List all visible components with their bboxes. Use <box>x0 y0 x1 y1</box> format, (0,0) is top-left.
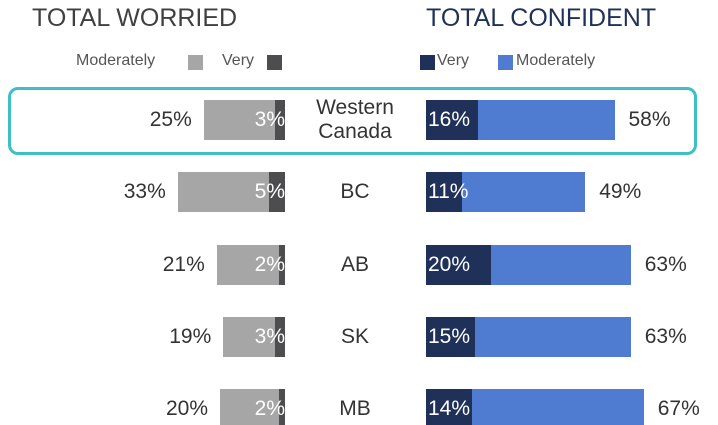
value-label: 14% <box>428 397 471 421</box>
category-label: AB <box>340 252 369 276</box>
legend-swatch <box>267 55 282 70</box>
total-label: 63% <box>644 252 687 276</box>
bar-segment <box>275 316 285 357</box>
bar-segment <box>216 244 279 285</box>
bar-segment <box>203 100 276 140</box>
bar-segment <box>471 389 644 425</box>
value-label: 15% <box>428 324 471 348</box>
bar-segment <box>491 244 631 285</box>
value-label: 5% <box>254 180 285 204</box>
value-label: 2% <box>254 252 285 276</box>
legend-label: Very <box>437 52 470 69</box>
bar-segment <box>426 244 491 285</box>
bar-segment <box>474 316 631 357</box>
bar-segment <box>426 172 462 213</box>
bar-segment <box>278 244 285 285</box>
total-label: 33% <box>123 180 166 204</box>
category-label: MB <box>339 397 371 421</box>
highlight-box <box>8 87 697 155</box>
total-label: 49% <box>599 180 642 204</box>
bar-segment <box>177 172 269 213</box>
bar-segment <box>275 100 285 140</box>
chart-title: TOTAL WORRIED <box>32 4 238 32</box>
total-label: 58% <box>628 108 671 131</box>
legend-label: Moderately <box>76 52 156 69</box>
value-label: 16% <box>428 108 471 131</box>
bar-segment <box>426 389 472 425</box>
category-label: SK <box>340 324 369 348</box>
category-label: Western Canada <box>316 96 394 143</box>
total-label: 19% <box>169 324 212 348</box>
value-label: 20% <box>428 252 471 276</box>
bar-segment <box>223 316 276 357</box>
bar-segment <box>220 389 279 425</box>
total-label: 20% <box>165 397 208 421</box>
value-label: 3% <box>254 324 285 348</box>
bar-segment <box>426 316 475 357</box>
legend-label: Moderately <box>516 52 596 69</box>
chart-title: TOTAL CONFIDENT <box>426 4 657 32</box>
total-label: 63% <box>644 324 687 348</box>
total-label: 25% <box>149 108 192 131</box>
value-label: 11% <box>428 180 469 204</box>
legend-swatch <box>498 55 513 70</box>
total-label: 21% <box>162 252 205 276</box>
bar-segment <box>478 100 615 140</box>
total-label: 67% <box>657 397 700 421</box>
bar-segment <box>426 100 478 140</box>
legend-swatch <box>188 55 203 70</box>
category-label: BC <box>340 180 370 204</box>
bar-segment <box>268 172 285 213</box>
bar-segment <box>461 172 586 213</box>
legend-swatch <box>420 55 435 70</box>
value-label: 3% <box>254 108 285 131</box>
legend-label: Very <box>222 52 255 69</box>
value-label: 2% <box>254 397 285 421</box>
bar-segment <box>278 389 285 425</box>
